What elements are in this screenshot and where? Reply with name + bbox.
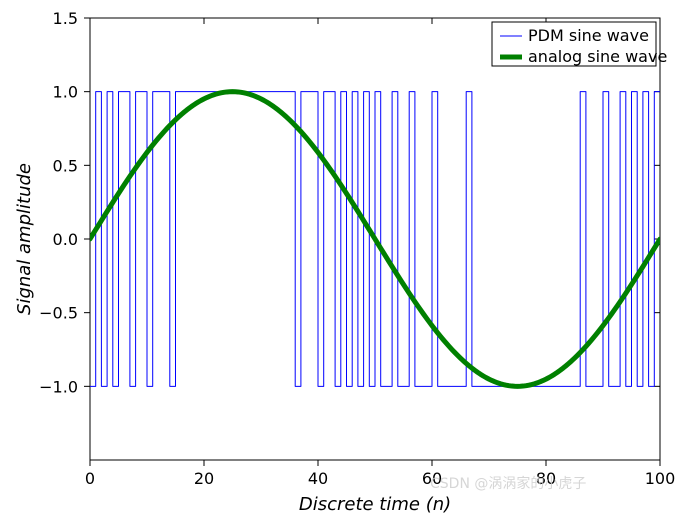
y-tick-label: −0.5 [39, 304, 78, 323]
x-tick-label: 0 [85, 469, 95, 488]
chart-bg [0, 0, 684, 523]
y-tick-label: 0.5 [53, 156, 78, 175]
legend-item-label: PDM sine wave [528, 26, 649, 45]
x-tick-label: 40 [308, 469, 328, 488]
y-axis-label: Signal amplitude [14, 163, 35, 315]
x-tick-label: 100 [645, 469, 676, 488]
x-axis-label: Discrete time (n) [299, 494, 451, 515]
legend-item-label: analog sine wave [528, 47, 667, 66]
y-tick-label: 0.0 [53, 230, 78, 249]
y-tick-label: −1.0 [39, 377, 78, 396]
x-tick-label: 20 [194, 469, 214, 488]
y-tick-label: 1.0 [53, 83, 78, 102]
chart-svg: 020406080100−1.0−0.50.00.51.01.5Discrete… [0, 0, 684, 523]
legend: PDM sine wave analog sine wave [492, 22, 667, 66]
chart-container: 020406080100−1.0−0.50.00.51.01.5Discrete… [0, 0, 684, 523]
y-tick-label: 1.5 [53, 9, 78, 28]
watermark: CSDN @涡涡家的小虎子 [430, 475, 586, 492]
